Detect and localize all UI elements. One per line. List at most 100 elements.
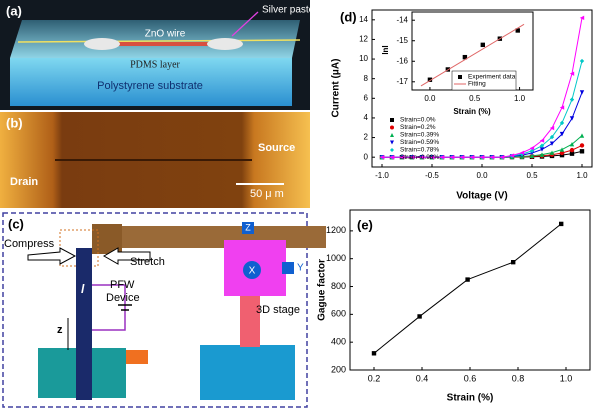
arrow — [27, 247, 77, 265]
y-axis-title: Gague factor — [317, 259, 328, 321]
data-point — [579, 58, 585, 64]
data-point — [559, 147, 565, 152]
beam — [76, 248, 92, 400]
x-axis-title: Strain (%) — [453, 107, 491, 116]
x-tick-label: 0.8 — [512, 373, 525, 383]
legend-label: Fitting — [468, 81, 486, 88]
annotation: Device — [106, 292, 140, 304]
panel-a: (a) ZnO wire Silver paste PDMS layer Pol… — [0, 0, 315, 110]
data-point — [462, 54, 468, 60]
annotation: Compress — [4, 238, 55, 250]
data-point — [579, 149, 585, 154]
y-tick-label: 2 — [364, 133, 369, 142]
data-point — [569, 142, 575, 147]
x-axis-title: Strain (%) — [447, 393, 494, 404]
data-point — [529, 145, 535, 151]
data-point — [509, 153, 515, 158]
plot-frame — [349, 209, 591, 371]
data-point — [549, 134, 555, 140]
data-point — [579, 90, 585, 95]
data-point — [579, 143, 585, 148]
circuit — [92, 284, 126, 331]
data-point — [569, 97, 575, 102]
data-point — [539, 152, 545, 157]
legend-label: Strain=0.39% — [400, 132, 439, 139]
annotation: PDMS layer — [130, 59, 180, 70]
annotation: X — [249, 266, 256, 277]
data-point — [480, 42, 486, 48]
data-point — [499, 154, 505, 160]
data-point — [579, 133, 585, 138]
data-point — [479, 154, 485, 160]
data-point — [579, 15, 585, 21]
y-tick-label: 400 — [331, 337, 346, 347]
data-point — [459, 154, 465, 160]
data-line — [420, 23, 525, 87]
y-tick-label: 800 — [331, 281, 346, 291]
legend-marker — [390, 148, 394, 152]
panel-label: (b) — [6, 115, 23, 130]
data-point — [539, 143, 545, 148]
data-point — [409, 154, 415, 160]
x-tick-label: -1.0 — [375, 171, 389, 180]
y-tick-label: 1200 — [326, 225, 346, 235]
y-tick-label: 0 — [364, 152, 369, 161]
data-point — [449, 154, 455, 160]
data-point — [549, 150, 555, 155]
data-point — [465, 277, 470, 282]
data-point — [569, 147, 575, 153]
annotation: Stretch — [130, 256, 165, 268]
legend-label: Strain=0.78% — [400, 147, 439, 154]
data-point — [549, 125, 555, 131]
silver-paste — [207, 38, 243, 50]
data-point — [559, 105, 565, 110]
annotation: ZnO wire — [145, 29, 186, 40]
x-tick-label: 0.0 — [476, 171, 488, 180]
data-point — [511, 259, 516, 265]
legend-marker — [458, 75, 462, 79]
data-point — [429, 154, 435, 160]
y-tick-label: 600 — [331, 309, 346, 319]
x-tick-label: 0.2 — [368, 373, 381, 383]
x-axis-title: Voltage (V) — [456, 191, 507, 202]
annotation: l — [81, 282, 85, 296]
annotation: z — [57, 324, 63, 336]
legend-label: Strain=0.2% — [400, 124, 436, 131]
annotation: Silver paste — [262, 5, 315, 16]
y-tick-label: 1000 — [326, 253, 346, 263]
data-point — [539, 147, 545, 152]
y-tick-label: 14 — [359, 15, 368, 24]
y-tick-label: 12 — [359, 35, 368, 44]
annotation: 50 μ m — [250, 188, 284, 200]
panel-label: (c) — [8, 216, 24, 231]
annotation: Z — [245, 222, 251, 232]
legend-label: Strain=0.59% — [400, 139, 439, 146]
stage-column — [240, 295, 260, 347]
x-tick-label: 0.5 — [526, 171, 538, 180]
legend-marker — [390, 133, 394, 137]
panel-label: (a) — [6, 3, 22, 18]
data-point — [469, 154, 475, 160]
y-axis-title: Current (μA) — [331, 59, 342, 118]
knob — [243, 261, 261, 279]
y-tick-label: 10 — [359, 54, 368, 63]
annotation: Drain — [10, 176, 38, 188]
legend-label: Strain=0.0% — [400, 117, 436, 124]
data-point — [529, 153, 535, 159]
legend-marker — [390, 140, 394, 145]
data-point — [399, 154, 405, 160]
x-tick-label: -0.5 — [425, 171, 439, 180]
legend-label: Strain=0.98% — [400, 154, 439, 161]
arm — [96, 226, 326, 248]
data-point — [439, 154, 445, 160]
legend-marker — [390, 125, 394, 130]
legend-label: Experiment data — [468, 74, 516, 81]
arrow — [102, 247, 151, 265]
charts: (d) Voltage (V) Current (μA) -1.0 -0.5 0.0 0.5… — [317, 9, 593, 404]
panel-c: (c) Compress Stretch PFW Device 3D stage… — [2, 212, 326, 408]
data-point — [559, 150, 565, 156]
data-point — [569, 71, 575, 76]
substrate — [10, 58, 292, 106]
data-point — [569, 116, 575, 121]
y-tick-label: 200 — [331, 364, 346, 374]
